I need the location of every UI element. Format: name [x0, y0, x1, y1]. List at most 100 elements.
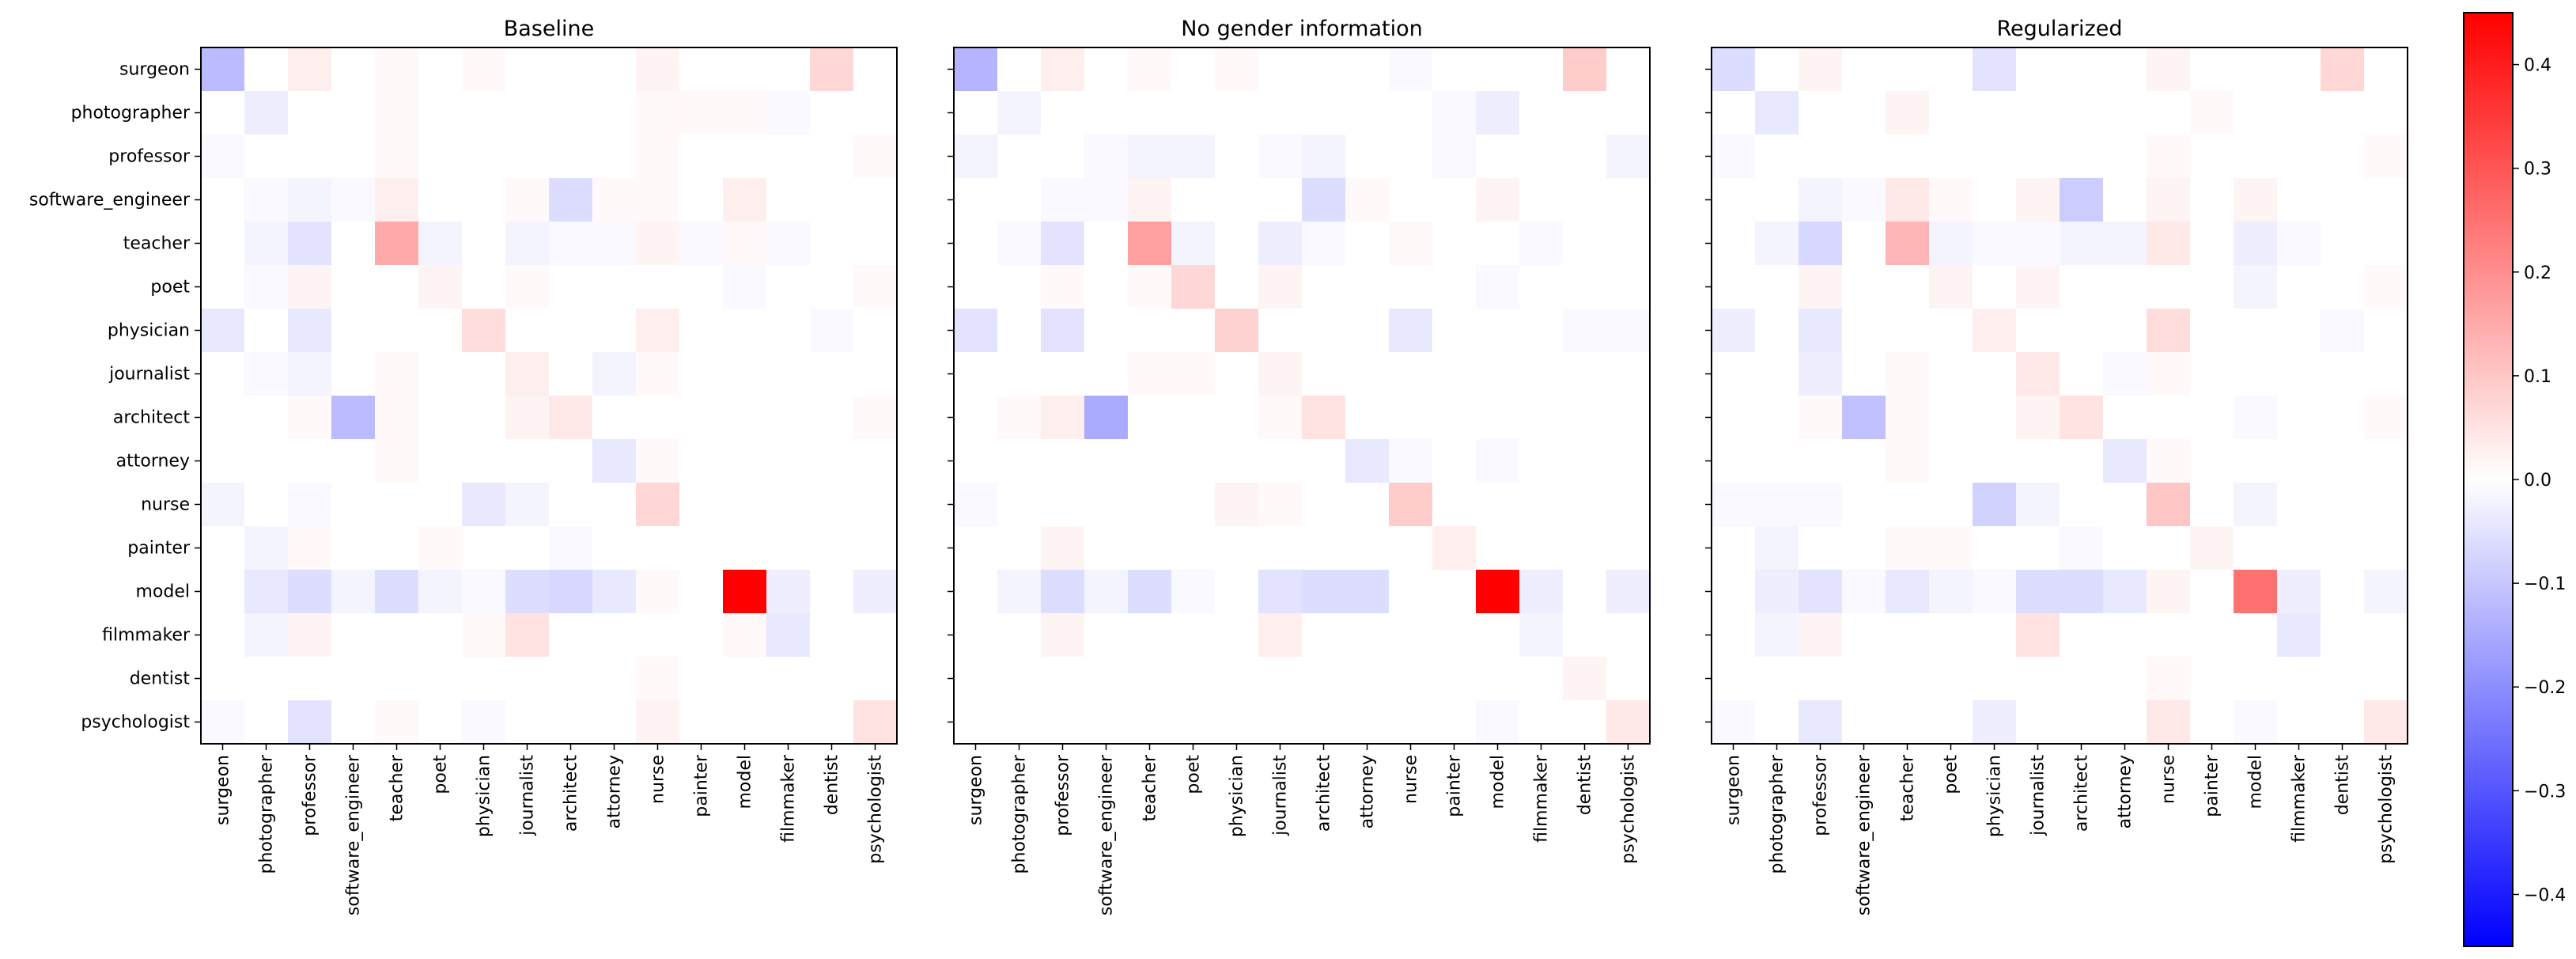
x-tick-label: architect [562, 755, 581, 832]
cell-3-11 [679, 178, 724, 222]
cell-9-12 [2234, 439, 2278, 483]
cell-11-0 [201, 526, 245, 570]
cell-3-9 [592, 178, 637, 222]
cell-8-12 [1476, 396, 1520, 440]
cell-6-3 [331, 309, 376, 353]
cell-9-3 [331, 439, 376, 483]
cell-9-5 [418, 439, 463, 483]
cell-11-14 [2321, 526, 2365, 570]
cell-4-1 [1755, 222, 1799, 266]
cell-9-2 [1041, 439, 1085, 483]
cell-10-11 [2190, 483, 2234, 527]
cell-8-4 [375, 396, 419, 440]
cell-14-9 [1345, 657, 1390, 701]
cell-8-4 [1128, 396, 1172, 440]
cell-5-3 [1842, 265, 1886, 309]
y-tick-label: professor [108, 147, 191, 167]
cell-6-1 [244, 309, 289, 353]
cell-3-4 [1886, 178, 1930, 222]
cell-7-12 [1476, 352, 1520, 396]
cell-8-10 [1389, 396, 1433, 440]
cell-5-2 [288, 265, 332, 309]
cell-13-10 [1389, 613, 1433, 658]
cell-6-14 [1563, 309, 1607, 353]
colorbar-tick-label: 0.0 [2524, 471, 2551, 491]
cell-1-1 [1755, 91, 1799, 135]
cell-12-6 [1215, 570, 1259, 614]
cell-11-5 [1171, 526, 1216, 570]
cell-6-5 [1171, 309, 1216, 353]
cell-15-0 [201, 700, 245, 745]
cell-9-11 [2190, 439, 2234, 483]
y-tick-label: photographer [71, 104, 191, 123]
x-tick-label: poet [1942, 755, 1961, 794]
cell-11-8 [2060, 526, 2104, 570]
cell-4-0 [954, 222, 998, 266]
cell-6-1 [997, 309, 1042, 353]
cell-2-7 [2016, 135, 2060, 179]
cell-4-5 [1171, 222, 1216, 266]
cell-9-10 [636, 439, 680, 483]
cell-8-13 [2277, 396, 2321, 440]
cell-2-8 [549, 135, 593, 179]
cell-7-5 [1929, 352, 1973, 396]
cell-15-10 [1389, 700, 1433, 745]
cell-6-11 [1432, 309, 1477, 353]
cell-2-15 [2364, 135, 2408, 179]
cell-13-12 [723, 613, 767, 658]
cell-14-15 [1606, 657, 1651, 701]
cell-8-0 [954, 396, 998, 440]
cell-15-11 [679, 700, 724, 745]
cell-11-3 [1084, 526, 1129, 570]
x-tick-label: dentist [1575, 755, 1595, 816]
cell-14-2 [1799, 657, 1843, 701]
cell-0-14 [2321, 47, 2365, 92]
cell-14-13 [766, 657, 811, 701]
cell-12-8 [1302, 570, 1346, 614]
cell-11-10 [1389, 526, 1433, 570]
cell-10-2 [1041, 483, 1085, 527]
cell-13-2 [288, 613, 332, 658]
cell-15-7 [1258, 700, 1303, 745]
heatmap-cells [201, 47, 898, 745]
x-tick-label: painter [692, 754, 712, 817]
cell-14-2 [1041, 657, 1085, 701]
cell-2-8 [1302, 135, 1346, 179]
cell-1-3 [1084, 91, 1129, 135]
cell-10-11 [1432, 483, 1477, 527]
cell-8-15 [2364, 396, 2408, 440]
cell-5-8 [2060, 265, 2104, 309]
cell-8-15 [853, 396, 898, 440]
cell-1-13 [766, 91, 811, 135]
cell-1-11 [679, 91, 724, 135]
cell-9-1 [244, 439, 289, 483]
cell-7-1 [244, 352, 289, 396]
cell-9-15 [1606, 439, 1651, 483]
cell-6-8 [549, 309, 593, 353]
cell-5-4 [1128, 265, 1172, 309]
x-tick-label: journalist [1271, 755, 1291, 836]
cell-4-6 [462, 222, 506, 266]
cell-1-5 [418, 91, 463, 135]
cell-3-5 [1171, 178, 1216, 222]
cell-8-7 [505, 396, 550, 440]
cell-13-9 [1345, 613, 1390, 658]
cell-1-1 [997, 91, 1042, 135]
cell-2-7 [1258, 135, 1303, 179]
cell-13-15 [2364, 613, 2408, 658]
cell-15-11 [1432, 700, 1477, 745]
y-tick-label: architect [113, 408, 190, 428]
cell-13-7 [1258, 613, 1303, 658]
cell-12-5 [418, 570, 463, 614]
cell-4-6 [1973, 222, 2017, 266]
cell-12-1 [244, 570, 289, 614]
cell-1-5 [1929, 91, 1973, 135]
cell-2-6 [1973, 135, 2017, 179]
cell-9-14 [1563, 439, 1607, 483]
x-tick-label: surgeon [214, 755, 233, 825]
cell-15-11 [2190, 700, 2234, 745]
cell-8-6 [1215, 396, 1259, 440]
cell-9-13 [2277, 439, 2321, 483]
cell-4-14 [2321, 222, 2365, 266]
cell-8-3 [1842, 396, 1886, 440]
